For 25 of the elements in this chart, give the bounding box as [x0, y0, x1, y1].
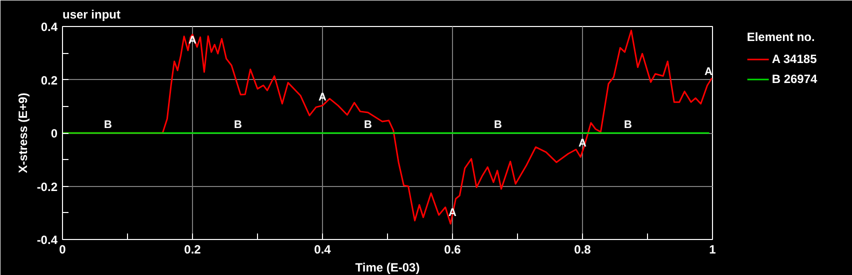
- x-tick-label: 0.4: [314, 242, 332, 256]
- legend-label: A 34185: [772, 52, 817, 66]
- x-tick-label: 0.6: [444, 242, 462, 256]
- x-tick-label: 0.8: [574, 242, 592, 256]
- y-tick-label: 0.2: [40, 73, 58, 88]
- x-axis-title: Time (E-03): [355, 260, 420, 274]
- y-axis-title: X-stress (E+9): [16, 92, 30, 174]
- annotation: B: [494, 119, 502, 131]
- x-tick-label: 0: [59, 242, 66, 256]
- annotation: B: [624, 119, 632, 131]
- annotation: A: [318, 92, 327, 104]
- annotation: B: [364, 119, 372, 131]
- legend-title: Element no.: [746, 30, 816, 44]
- y-tick-label: 0: [50, 126, 58, 140]
- annotation: B: [104, 119, 112, 131]
- legend-label: B 26974: [772, 72, 818, 86]
- chart-title: user input: [62, 8, 121, 22]
- y-tick-label: -0.4: [36, 233, 58, 247]
- x-tick-label: 0.2: [184, 242, 202, 256]
- annotation: A: [704, 66, 713, 78]
- y-tick-label: 0.4: [40, 20, 58, 34]
- x-tick-label: 1: [709, 242, 716, 256]
- annotation: A: [188, 34, 197, 46]
- annotation: B: [234, 119, 242, 131]
- y-tick-label: -0.2: [36, 180, 58, 194]
